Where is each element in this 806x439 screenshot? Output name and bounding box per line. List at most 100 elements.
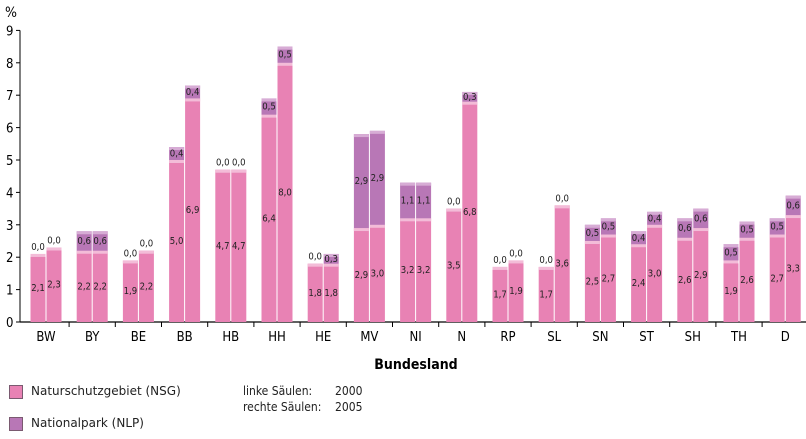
data-label-nlp: 0,0	[31, 242, 45, 253]
bar-highlight	[122, 260, 138, 264]
bar-nsg-2005-TH	[739, 237, 755, 322]
bar-highlight	[307, 263, 323, 267]
bar-nsg-2000-D	[769, 234, 785, 322]
x-tick-label: HB	[222, 330, 239, 345]
bar-nlp-2000-NI	[400, 182, 416, 219]
data-label-nsg: 1,8	[308, 288, 322, 299]
data-label-nlp: 2,9	[371, 173, 385, 184]
bar-highlight	[647, 224, 663, 228]
bar-nsg-2000-BY	[76, 250, 92, 322]
bar-nsg-2005-BB	[185, 98, 201, 322]
bar-nlp-2005-HH	[277, 46, 293, 63]
data-label-nsg: 1,9	[509, 286, 523, 297]
data-label-nlp: 0,3	[324, 254, 338, 265]
bar-nsg-2000-TH	[723, 260, 739, 322]
bar-nlp-2000-BB	[169, 147, 185, 160]
data-label-nsg: 6,8	[463, 207, 477, 218]
bar-highlight	[416, 182, 432, 186]
data-label-nlp: 0,0	[216, 158, 230, 169]
y-axis-label: %	[5, 5, 17, 21]
data-label-nsg: 3,0	[371, 268, 385, 279]
bar-nlp-2000-SH	[677, 218, 693, 238]
data-label-nsg: 2,7	[602, 273, 616, 284]
data-label-nlp: 0,0	[308, 252, 322, 263]
bar-marks: 2,1 0,0 2,3 0,0 2,2 0,6 2,2 0,6 1,9 0,0 2,2 0,0 5,0 0…	[30, 46, 801, 323]
legend-swatch-nlp	[9, 417, 23, 431]
bar-highlight	[600, 218, 616, 222]
data-label-nlp: 0,4	[648, 213, 662, 224]
data-label-nsg: 2,6	[740, 275, 754, 286]
bar-nlp-2005-BY	[92, 231, 108, 251]
data-label-nlp: 0,4	[186, 87, 200, 98]
x-tick-labels: BW BY BE BB HB HH HE MV NI N RP SL SN ST SH TH D	[36, 330, 789, 345]
data-label-nsg: 2,5	[586, 277, 600, 288]
data-label-nsg: 1,7	[539, 289, 553, 300]
y-tick-label: 1	[6, 284, 13, 299]
bar-highlight	[76, 250, 92, 254]
bar-nlp-2005-BB	[185, 85, 201, 99]
bar-highlight	[584, 241, 600, 244]
data-label-nlp: 0,0	[124, 248, 138, 259]
data-label-nlp: 0,5	[586, 228, 600, 239]
data-label-nlp: 0,6	[77, 236, 91, 247]
bar-nsg-2005-HH	[277, 62, 293, 323]
x-tick-label: HE	[315, 330, 331, 345]
y-tick-label: 9	[6, 24, 13, 39]
note-right-label: rechte Säulen:	[243, 400, 322, 414]
data-label-nsg: 2,2	[140, 281, 154, 292]
data-label-nsg: 2,4	[632, 278, 646, 289]
x-tick-label: ST	[639, 330, 654, 345]
data-label-nlp: 0,5	[278, 50, 292, 61]
bar-nlp-2005-SH	[693, 208, 709, 229]
x-tick-label: BB	[177, 330, 193, 345]
bar-nlp-2005-HE	[323, 253, 339, 264]
data-label-nlp: 0,3	[463, 92, 477, 103]
bar-nlp-2005-MV	[369, 130, 385, 225]
x-tick-label: D	[781, 330, 790, 345]
data-label-nlp: 0,5	[770, 221, 784, 232]
data-label-nsg: 2,7	[770, 273, 784, 284]
bar-highlight	[323, 253, 339, 257]
data-label-nlp: 0,0	[509, 248, 523, 259]
data-label-nlp: 1,1	[401, 196, 415, 207]
bar-highlight	[739, 237, 755, 241]
data-label-nlp: 0,5	[724, 247, 738, 258]
bar-nlp-2005-SN	[600, 218, 616, 235]
note-right-value: 2005	[335, 400, 363, 414]
data-label-nsg: 4,7	[216, 241, 230, 252]
bar-highlight	[462, 101, 478, 105]
x-tick-label: BW	[36, 330, 56, 345]
bar-highlight	[723, 260, 739, 264]
bar-highlight	[92, 250, 108, 254]
y-tick-label: 3	[6, 219, 13, 234]
bar-highlight	[277, 46, 293, 50]
bar-highlight	[785, 215, 801, 219]
bar-highlight	[277, 62, 293, 66]
data-label-nsg: 4,7	[232, 241, 246, 252]
x-tick-label: NI	[409, 330, 421, 345]
bar-highlight	[647, 211, 663, 215]
bar-highlight	[693, 228, 709, 232]
x-tick-label: N	[457, 330, 466, 345]
x-axis-label: Bundesland	[374, 357, 457, 373]
bar-nsg-2005-D	[785, 215, 801, 322]
x-tick-label: RP	[500, 330, 515, 345]
bar-nlp-2000-BY	[76, 231, 92, 251]
data-label-nsg: 2,9	[694, 270, 708, 281]
x-tick-label: SL	[547, 330, 561, 345]
bar-highlight	[600, 234, 616, 238]
bar-nsg-2000-ST	[631, 244, 647, 322]
bar-highlight	[261, 98, 277, 102]
data-label-nlp: 1,1	[417, 196, 431, 207]
bar-nlp-2000-SN	[584, 224, 600, 241]
bar-highlight	[46, 247, 62, 251]
bar-highlight	[554, 205, 570, 209]
bar-nlp-2000-D	[769, 218, 785, 235]
data-label-nsg: 6,4	[262, 213, 276, 224]
bar-nsg-2000-NI	[400, 218, 416, 322]
data-label-nsg: 3,2	[417, 265, 431, 276]
data-label-nsg: 2,6	[678, 275, 692, 286]
bar-nsg-2005-SN	[600, 234, 616, 322]
data-label-nsg: 1,9	[124, 286, 138, 297]
